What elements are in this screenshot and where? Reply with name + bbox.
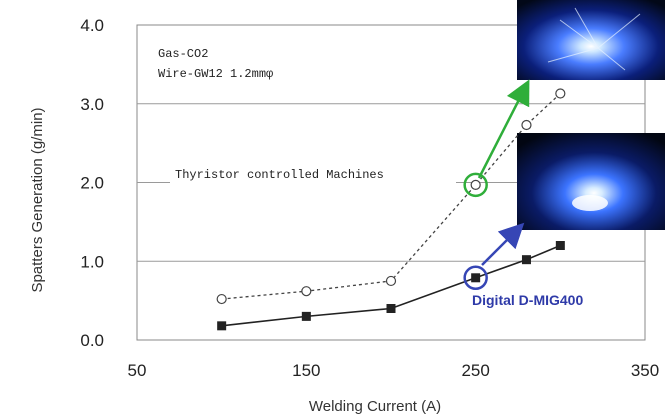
condition-wire: Wire-GW12 1.2mmφ — [158, 67, 273, 81]
data-point — [301, 286, 312, 297]
annotation-circles — [463, 172, 488, 291]
data-point — [521, 119, 532, 131]
y-tick-label: 1.0 — [80, 252, 104, 271]
highlight-circle — [463, 265, 488, 291]
x-tick-label: 50 — [128, 361, 147, 380]
data-point — [555, 241, 565, 250]
data-point — [216, 293, 227, 305]
y-tick-label: 3.0 — [80, 95, 104, 114]
x-tick-label: 250 — [461, 361, 489, 380]
y-tick-labels: 0.0 1.0 2.0 3.0 4.0 — [80, 16, 104, 350]
x-tick-label: 150 — [292, 361, 320, 380]
series-label-digital: Digital D-MIG400 — [472, 292, 583, 308]
y-axis-label: Spatters Generation (g/min) — [29, 107, 46, 292]
legend-label-bg — [170, 161, 456, 183]
y-tick-label: 4.0 — [80, 16, 104, 35]
data-point — [301, 311, 311, 321]
highlight-circle — [463, 172, 488, 198]
arrow-blue — [481, 222, 525, 266]
data-point — [385, 275, 397, 287]
series-line-0 — [221, 93, 561, 300]
series-layer — [216, 88, 566, 331]
data-point — [555, 88, 566, 99]
arrow-green — [477, 79, 530, 179]
x-tick-label: 350 — [631, 361, 659, 380]
data-point — [217, 321, 227, 331]
series-label-thyristor: Thyristor controlled Machines — [175, 168, 384, 182]
x-tick-labels: 50 150 250 350 — [128, 361, 660, 380]
data-point — [471, 273, 481, 283]
data-point — [386, 304, 396, 313]
y-tick-label: 0.0 — [80, 331, 104, 350]
data-point — [521, 255, 531, 265]
arc-photo-digital — [517, 133, 665, 230]
x-axis-label: Welding Current (A) — [309, 398, 441, 415]
arc-photo-thyristor — [517, 0, 665, 80]
condition-gas: Gas-CO2 — [158, 47, 208, 61]
series-line-1 — [221, 244, 561, 327]
data-point — [470, 179, 481, 190]
y-tick-label: 2.0 — [80, 174, 104, 193]
